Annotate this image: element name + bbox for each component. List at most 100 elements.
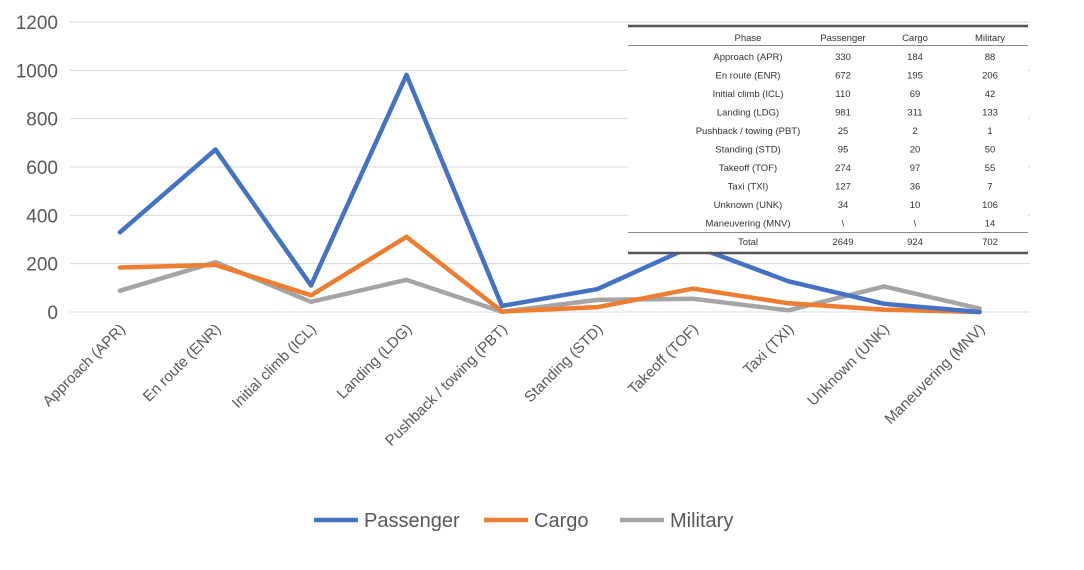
- data-point-passenger: [977, 309, 982, 315]
- table-cell: \: [842, 219, 845, 230]
- table-cell: 10: [910, 200, 921, 211]
- table-cell: Unknown (UNK): [714, 200, 783, 211]
- table-cell: 311: [907, 108, 922, 119]
- table-cell: 127: [835, 182, 851, 193]
- table-cell: Landing (LDG): [717, 108, 779, 119]
- data-point-cargo: [786, 301, 791, 306]
- y-tick-label: 1200: [16, 13, 58, 34]
- table-cell: 184: [907, 52, 923, 63]
- x-tick-label: Initial climb (ICL): [229, 321, 320, 412]
- table-cell: 133: [982, 108, 998, 119]
- table-cell: 274: [835, 163, 851, 174]
- table-cell: Taxi (TXI): [728, 182, 769, 193]
- legend-label-military: Military: [670, 510, 733, 532]
- table-cell: 2: [912, 126, 917, 137]
- y-tick-label: 800: [26, 110, 58, 131]
- table-cell: 330: [835, 52, 851, 63]
- table-cell: Total: [738, 237, 758, 248]
- data-point-cargo: [404, 234, 409, 240]
- table-cell: 924: [907, 237, 923, 248]
- data-point-military: [690, 296, 696, 301]
- y-tick-label: 600: [26, 158, 58, 179]
- legend-label-cargo: Cargo: [534, 510, 588, 532]
- table-cell: 7: [987, 182, 992, 193]
- data-point-cargo: [117, 265, 123, 270]
- table-cell: 69: [910, 89, 921, 100]
- data-point-military: [404, 277, 409, 283]
- data-table: Phase Passenger Cargo Military Approach (APR…: [628, 24, 1028, 255]
- table-header-cell: Cargo: [902, 33, 928, 44]
- table-header-cell: Phase: [735, 33, 762, 44]
- x-tick-label: Maneuvering (MNV): [881, 321, 988, 428]
- x-tick-label: Landing (LDG): [334, 321, 416, 403]
- table-cell: 42: [985, 89, 996, 100]
- data-point-cargo: [499, 309, 505, 314]
- table-cell: 14: [985, 219, 996, 230]
- table-cell: Standing (STD): [715, 145, 780, 156]
- table-cell: 981: [835, 108, 851, 119]
- data-point-military: [881, 284, 887, 289]
- legend: Passenger Cargo Military: [314, 510, 733, 532]
- data-point-passenger: [499, 303, 505, 309]
- y-tick-label: 400: [26, 206, 58, 227]
- table-cell: 195: [907, 71, 923, 82]
- y-tick-label: 1000: [16, 61, 58, 82]
- series-line-cargo: [117, 234, 982, 315]
- table-background: [628, 26, 1028, 254]
- data-point-military: [786, 308, 791, 313]
- x-tick-label: Unknown (UNK): [804, 321, 893, 410]
- data-point-cargo: [881, 307, 887, 312]
- data-point-military: [117, 288, 123, 293]
- data-point-military: [308, 299, 314, 305]
- x-tick-label: Standing (STD): [521, 321, 606, 406]
- table-cell: 702: [982, 237, 998, 248]
- table-cell: 1: [987, 126, 992, 137]
- table-cell: 34: [838, 200, 849, 211]
- data-point-passenger: [308, 283, 314, 288]
- data-point-cargo: [308, 293, 314, 298]
- x-tick-label: Taxi (TXI): [740, 321, 797, 378]
- series-line-military: [117, 259, 982, 315]
- x-tick-label: En route (ENR): [140, 321, 225, 406]
- series-lines: [117, 72, 982, 315]
- data-point-passenger: [117, 230, 123, 235]
- table-cell: Takeoff (TOF): [719, 163, 777, 174]
- data-point-passenger: [786, 279, 791, 284]
- table-cell: 97: [910, 163, 921, 174]
- data-point-cargo: [213, 262, 218, 268]
- table-cell: 25: [838, 126, 849, 137]
- table-cell: \: [914, 219, 917, 230]
- x-axis-ticks: Approach (APR) En route (ENR) Initial clim…: [40, 321, 989, 450]
- table-cell: 95: [838, 145, 849, 156]
- table-cell: 36: [910, 182, 921, 193]
- table-cell: 55: [985, 163, 996, 174]
- legend-label-passenger: Passenger: [364, 510, 460, 532]
- table-cell: Initial climb (ICL): [713, 89, 784, 100]
- table-cell: Maneuvering (MNV): [706, 219, 791, 230]
- table-cell: 20: [910, 145, 921, 156]
- table-cell: 206: [982, 71, 998, 82]
- data-point-passenger: [213, 147, 218, 152]
- y-axis-ticks: 0 200 400 600 800 1000 1200: [16, 13, 58, 324]
- data-point-cargo: [690, 286, 696, 291]
- y-tick-label: 0: [47, 303, 58, 324]
- x-tick-label: Approach (APR): [40, 321, 129, 410]
- table-header-cell: Military: [975, 33, 1005, 44]
- y-tick-label: 200: [26, 255, 58, 276]
- table-cell: 672: [835, 71, 851, 82]
- table-cell: 50: [985, 145, 996, 156]
- data-point-passenger: [404, 72, 409, 78]
- table-header-cell: Passenger: [820, 33, 865, 44]
- table-cell: Approach (APR): [713, 52, 782, 63]
- data-point-military: [595, 297, 600, 303]
- table-cell: 2649: [832, 237, 853, 248]
- data-point-passenger: [881, 301, 887, 306]
- x-tick-label: Takeoff (TOF): [625, 321, 702, 398]
- table-cell: En route (ENR): [716, 71, 781, 82]
- table-cell: 106: [982, 200, 998, 211]
- table-cell: Pushback / towing (PBT): [696, 126, 801, 137]
- data-point-passenger: [595, 286, 600, 292]
- data-point-cargo: [595, 304, 600, 310]
- table-cell: 110: [835, 89, 850, 100]
